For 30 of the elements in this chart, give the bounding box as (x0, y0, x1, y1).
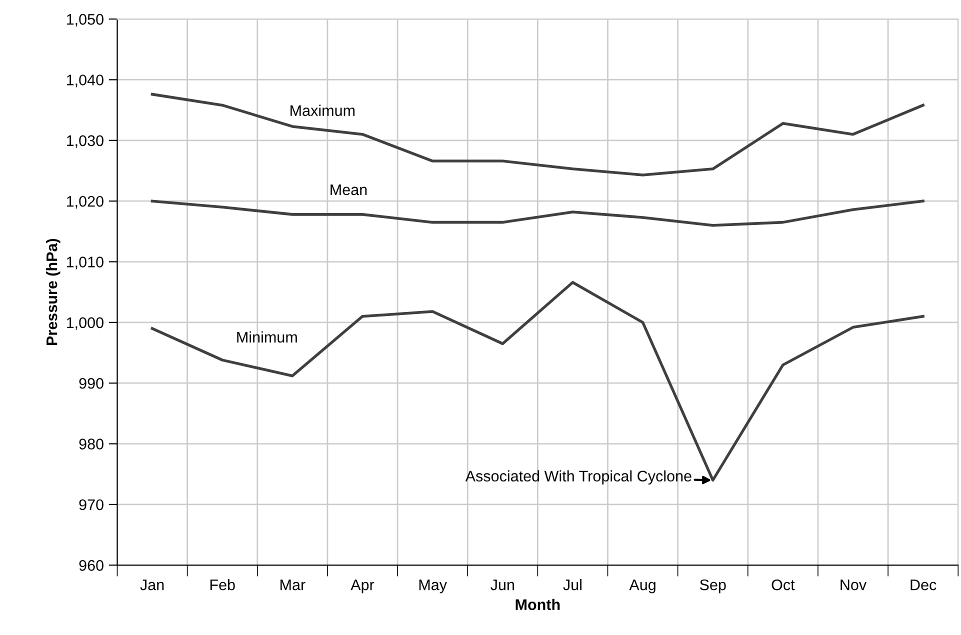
x-tick-label: Nov (840, 580, 867, 590)
x-tick-label: Jun (490, 580, 514, 590)
x-tick-label: Oct (772, 579, 795, 590)
x-tick-label: May (419, 580, 447, 594)
y-axis-title: Pressure (hPa) (46, 238, 60, 345)
y-tick-label: 960 (79, 560, 104, 571)
y-tick-label: 970 (79, 499, 104, 510)
annotation: Maximum (290, 104, 355, 116)
y-tick-label: 1,010 (66, 256, 104, 270)
x-tick-label: Jul (563, 579, 582, 590)
line-series (150, 92, 924, 176)
y-tick-label: 1,000 (66, 317, 104, 330)
y-tick-label: 990 (79, 378, 104, 389)
y-tick-label: 1,020 (66, 196, 104, 209)
x-tick-label: Dec (910, 580, 936, 590)
x-tick-label: Mar (280, 580, 306, 590)
y-tick-label: 1,040 (66, 74, 104, 88)
x-tick-label: Jan (140, 580, 164, 590)
x-tick-label: Apr (350, 580, 374, 594)
x-tick-label: Sep (700, 579, 726, 594)
y-tick-label: 1,030 (66, 135, 104, 148)
x-tick-label: Aug (629, 580, 656, 594)
x-axis-title: Month (516, 598, 560, 610)
x-tick-label: Feb (210, 579, 235, 590)
y-tick-label: 1,050 (66, 14, 104, 27)
line-series (150, 200, 924, 227)
annotation: Minimum (237, 331, 297, 343)
y-tick-label: 980 (79, 438, 104, 450)
annotation: Mean (330, 184, 367, 196)
annotation: Associated With Tropical Cyclone (465, 470, 692, 485)
